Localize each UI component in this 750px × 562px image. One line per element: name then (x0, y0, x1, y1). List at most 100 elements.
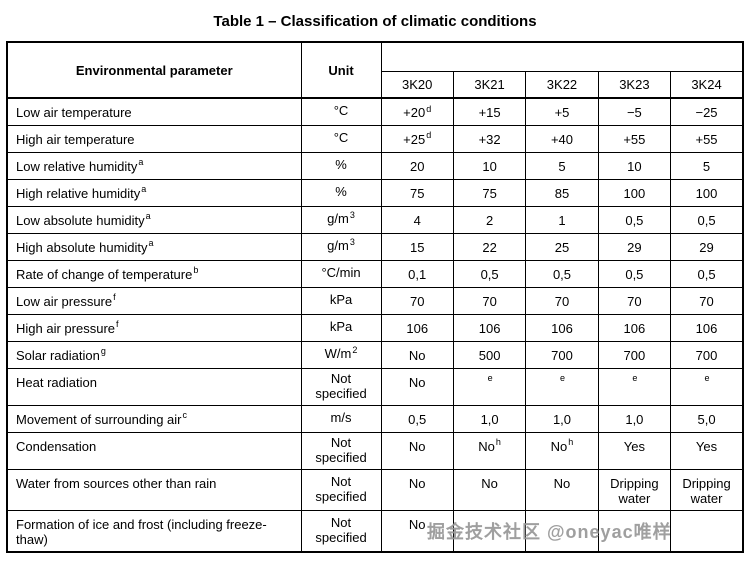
value-cell: 85 (525, 178, 599, 207)
footnote-superscript: f (116, 319, 119, 330)
value-cell: +5 (525, 97, 599, 126)
param-cell: High relative humiditya (6, 178, 302, 207)
value-cell: 20 (380, 151, 454, 180)
value-cell: 75 (452, 178, 527, 207)
unit-cell: % (300, 178, 382, 207)
value-cell: +55 (670, 124, 744, 153)
param-cell: Rate of change of temperatureb (6, 259, 302, 288)
value-cell: 75 (380, 178, 454, 207)
value-cell: 0,5 (525, 259, 599, 288)
param-cell: Water from sources other than rain (6, 468, 302, 511)
value-cell: No (380, 431, 454, 470)
value-cell: 5,0 (670, 404, 744, 433)
param-cell: Heat radiation (6, 367, 302, 406)
value-cell: Dripping water (670, 468, 744, 511)
footnote-superscript: e (559, 373, 565, 384)
value-cell: +20d (380, 97, 454, 126)
value-cell: 29 (597, 232, 672, 261)
class-header-3k21: 3K21 (452, 70, 527, 99)
footnote-superscript: d (426, 103, 432, 114)
unit-cell: g/m3 (300, 205, 382, 234)
value-cell: 1,0 (525, 404, 599, 433)
unit-cell: g/m3 (300, 232, 382, 261)
param-cell: Low air pressuref (6, 286, 302, 315)
value-cell: 0,5 (597, 205, 672, 234)
value-cell: 10 (452, 151, 527, 180)
header-class-spacer (380, 41, 744, 72)
value-cell: 0,5 (597, 259, 672, 288)
param-cell: High absolute humiditya (6, 232, 302, 261)
value-cell: 25 (525, 232, 599, 261)
value-cell: 29 (670, 232, 744, 261)
footnote-superscript: f (113, 292, 116, 303)
unit-cell: °C (300, 97, 382, 126)
value-cell: 70 (525, 286, 599, 315)
unit-cell: W/m2 (300, 340, 382, 369)
footnote-superscript: a (145, 211, 151, 222)
value-cell: −25 (670, 97, 744, 126)
unit-cell: % (300, 151, 382, 180)
header-environmental-parameter: Environmental parameter (6, 41, 302, 99)
table-row: High absolute humiditya g/m3 15 22 25 29 29 (6, 232, 744, 261)
value-cell: Dripping water (597, 468, 672, 511)
value-cell: 0,5 (670, 205, 744, 234)
value-cell: 700 (525, 340, 599, 369)
value-cell: 0,1 (380, 259, 454, 288)
header-unit: Unit (300, 41, 382, 99)
footnote-superscript: e (487, 373, 493, 384)
value-cell: Noh (525, 431, 599, 470)
footnote-superscript: 2 (352, 344, 358, 355)
value-cell: 10 (597, 151, 672, 180)
header-row-classes: 3K20 3K21 3K22 3K23 3K24 (7, 70, 744, 99)
value-cell: e (597, 367, 672, 406)
value-cell (670, 509, 744, 552)
value-cell: e (452, 367, 527, 406)
value-cell: 5 (670, 151, 744, 180)
unit-cell: Not specified (300, 367, 382, 406)
table-row: Low air pressuref kPa 70 70 70 70 70 (6, 286, 744, 315)
value-cell: 106 (597, 313, 672, 342)
footnote-superscript: e (632, 373, 638, 384)
table-row: Condensation Not specified No Noh Noh Yes Yes (6, 431, 744, 470)
value-cell: 70 (670, 286, 744, 315)
value-cell: 100 (597, 178, 672, 207)
footnote-superscript: e (704, 373, 710, 384)
value-cell: e (525, 367, 599, 406)
table-row: Water from sources other than rain Not sp… (6, 468, 744, 511)
param-cell: Formation of ice and frost (including fr… (6, 509, 302, 552)
table-row: High relative humiditya% 75 75 85 100 100 (6, 178, 744, 207)
param-cell: Movement of surrounding airc (6, 404, 302, 433)
param-cell: Low air temperature (6, 97, 302, 126)
unit-cell: Not specified (300, 509, 382, 552)
value-cell: −5 (597, 97, 672, 126)
value-cell: 0,5 (670, 259, 744, 288)
footnote-superscript: b (193, 265, 199, 276)
unit-cell: Not specified (300, 431, 382, 470)
class-header-3k20: 3K20 (380, 70, 454, 99)
unit-cell: Not specified (300, 468, 382, 511)
class-header-3k24: 3K24 (670, 70, 744, 99)
value-cell: No (380, 340, 454, 369)
value-cell: 1 (525, 205, 599, 234)
value-cell: 4 (380, 205, 454, 234)
value-cell: 1,0 (452, 404, 527, 433)
unit-cell: kPa (300, 286, 382, 315)
footnote-superscript: g (100, 346, 106, 357)
value-cell: No (380, 367, 454, 406)
value-cell: 100 (670, 178, 744, 207)
param-cell: High air temperature (6, 124, 302, 153)
footnote-superscript: h (568, 437, 574, 448)
param-cell: High air pressuref (6, 313, 302, 342)
unit-cell: m/s (300, 404, 382, 433)
value-cell (597, 509, 672, 552)
footnote-superscript: a (148, 238, 154, 249)
value-cell: 0,5 (380, 404, 454, 433)
table-row: Movement of surrounding airc m/s 0,5 1,0 1,0… (6, 404, 744, 433)
footnote-superscript: d (426, 130, 432, 141)
value-cell: 15 (380, 232, 454, 261)
table-body: Low air temperature °C +20d +15 +5 −5 −25 High … (6, 97, 744, 552)
table-row: Solar radiationg W/m2 No 500 700 700 700 (6, 340, 744, 369)
value-cell: No (380, 468, 454, 511)
value-cell: 5 (525, 151, 599, 180)
value-cell (525, 509, 599, 552)
